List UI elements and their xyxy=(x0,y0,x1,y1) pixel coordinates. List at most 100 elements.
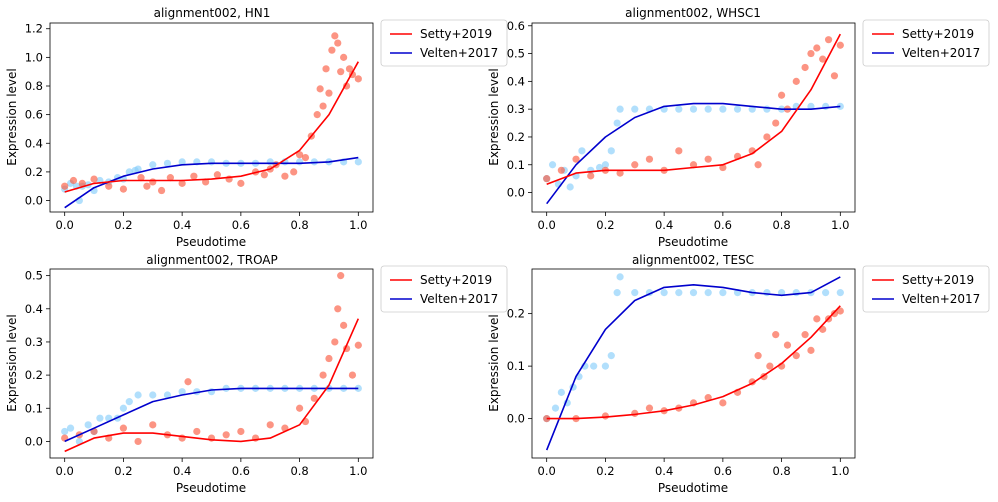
data-point-velten-2017 xyxy=(704,105,712,113)
data-point-velten-2017 xyxy=(807,102,815,110)
x-tick-label: 0.8 xyxy=(290,464,308,478)
data-point-setty-2019 xyxy=(836,307,844,315)
data-point-setty-2019 xyxy=(325,354,333,363)
x-tick-label: 1.0 xyxy=(831,464,849,478)
data-point-setty-2019 xyxy=(807,49,815,58)
data-point-setty-2019 xyxy=(213,171,221,179)
data-point-setty-2019 xyxy=(587,172,595,180)
plot-area xyxy=(543,33,844,205)
x-tick-label: 0.2 xyxy=(596,464,614,478)
data-point-setty-2019 xyxy=(331,338,339,346)
x-tick-label: 0.8 xyxy=(772,464,790,478)
data-point-setty-2019 xyxy=(754,352,762,360)
data-point-setty-2019 xyxy=(260,171,268,179)
data-point-setty-2019 xyxy=(281,172,289,180)
data-point-setty-2019 xyxy=(134,437,142,446)
x-tick-label: 0.4 xyxy=(655,464,673,478)
y-tick-label: 0.1 xyxy=(507,359,525,373)
data-point-velten-2017 xyxy=(822,102,830,110)
data-point-setty-2019 xyxy=(772,119,780,127)
fit-line-setty-2019 xyxy=(546,33,842,185)
data-point-setty-2019 xyxy=(322,65,330,73)
y-tick-label: 0.2 xyxy=(507,307,525,321)
x-tick-label: 0.4 xyxy=(173,464,191,478)
data-point-setty-2019 xyxy=(184,378,192,386)
data-point-setty-2019 xyxy=(295,151,304,159)
legend-box xyxy=(380,265,508,313)
x-tick-label: 0.4 xyxy=(173,218,191,232)
data-point-velten-2017 xyxy=(66,424,75,432)
data-point-velten-2017 xyxy=(836,289,844,297)
x-tick-label: 0.2 xyxy=(596,218,614,232)
data-point-setty-2019 xyxy=(813,315,821,323)
data-point-velten-2017 xyxy=(61,427,69,436)
data-point-setty-2019 xyxy=(777,91,786,99)
data-point-velten-2017 xyxy=(178,158,186,166)
data-point-setty-2019 xyxy=(645,155,654,163)
data-point-setty-2019 xyxy=(295,404,304,412)
data-point-velten-2017 xyxy=(719,105,727,113)
data-point-velten-2017 xyxy=(616,105,624,113)
data-point-setty-2019 xyxy=(190,172,198,180)
data-point-setty-2019 xyxy=(237,427,245,436)
data-point-velten-2017 xyxy=(613,119,621,127)
data-point-setty-2019 xyxy=(354,341,362,349)
data-point-velten-2017 xyxy=(557,388,565,396)
data-point-velten-2017 xyxy=(631,105,639,113)
data-point-setty-2019 xyxy=(69,176,78,185)
data-point-setty-2019 xyxy=(631,161,639,169)
data-point-setty-2019 xyxy=(119,185,128,193)
legend-label-velten: Velten+2017 xyxy=(420,292,498,306)
data-point-velten-2017 xyxy=(163,159,172,167)
data-point-velten-2017 xyxy=(96,414,104,422)
series-velten-2017-points xyxy=(61,158,362,205)
legend: Setty+2019 Velten+2017 xyxy=(380,19,508,67)
data-point-setty-2019 xyxy=(830,310,839,318)
data-point-setty-2019 xyxy=(313,111,321,119)
y-axis-label: Expression level xyxy=(5,68,19,166)
data-point-setty-2019 xyxy=(704,155,712,163)
data-point-setty-2019 xyxy=(143,182,151,190)
x-tick-label: 0.0 xyxy=(56,464,74,478)
data-point-velten-2017 xyxy=(178,388,186,396)
data-point-setty-2019 xyxy=(166,174,174,182)
panel-title: alignment002, WHSC1 xyxy=(625,6,761,20)
x-tick-label: 0.2 xyxy=(114,464,132,478)
plot-area xyxy=(61,32,362,209)
data-point-setty-2019 xyxy=(105,182,113,190)
data-point-setty-2019 xyxy=(675,147,683,155)
data-point-setty-2019 xyxy=(310,394,318,402)
panel-whsc1: alignment002, WHSC1 0.0 0.2 0.4 0.6 0.8 1.0 0.… xyxy=(487,6,990,249)
data-point-setty-2019 xyxy=(290,168,298,176)
data-point-setty-2019 xyxy=(237,179,245,187)
data-point-setty-2019 xyxy=(766,362,774,370)
fit-line-setty-2019 xyxy=(64,318,360,453)
y-tick-label: 0.2 xyxy=(25,368,43,382)
data-point-setty-2019 xyxy=(836,41,844,49)
data-point-setty-2019 xyxy=(337,68,345,76)
legend: Setty+2019 Velten+2017 xyxy=(862,265,990,313)
y-tick-label: 0.5 xyxy=(25,269,43,283)
data-point-setty-2019 xyxy=(813,44,821,52)
data-point-setty-2019 xyxy=(301,153,310,162)
y-tick-label: 0.2 xyxy=(507,130,525,144)
plot-frame xyxy=(531,22,856,213)
y-tick-label: 0.2 xyxy=(25,165,43,179)
data-point-setty-2019 xyxy=(222,431,230,439)
data-point-setty-2019 xyxy=(331,32,339,40)
panel-title: alignment002, TROAP xyxy=(146,253,278,267)
data-point-velten-2017 xyxy=(149,391,157,399)
x-tick-label: 1.0 xyxy=(349,218,367,232)
data-point-setty-2019 xyxy=(334,39,342,47)
x-tick-label: 0.6 xyxy=(232,464,250,478)
data-point-velten-2017 xyxy=(601,161,610,169)
data-point-setty-2019 xyxy=(719,399,727,407)
data-point-velten-2017 xyxy=(607,352,615,360)
fit-line-setty-2019 xyxy=(546,305,841,420)
legend-label-setty: Setty+2019 xyxy=(902,273,974,287)
data-point-velten-2017 xyxy=(613,289,621,297)
legend-label-velten: Velten+2017 xyxy=(902,292,980,306)
y-axis-label: Expression level xyxy=(487,68,501,166)
x-tick-label: 0.2 xyxy=(114,218,132,232)
data-point-velten-2017 xyxy=(119,404,128,412)
